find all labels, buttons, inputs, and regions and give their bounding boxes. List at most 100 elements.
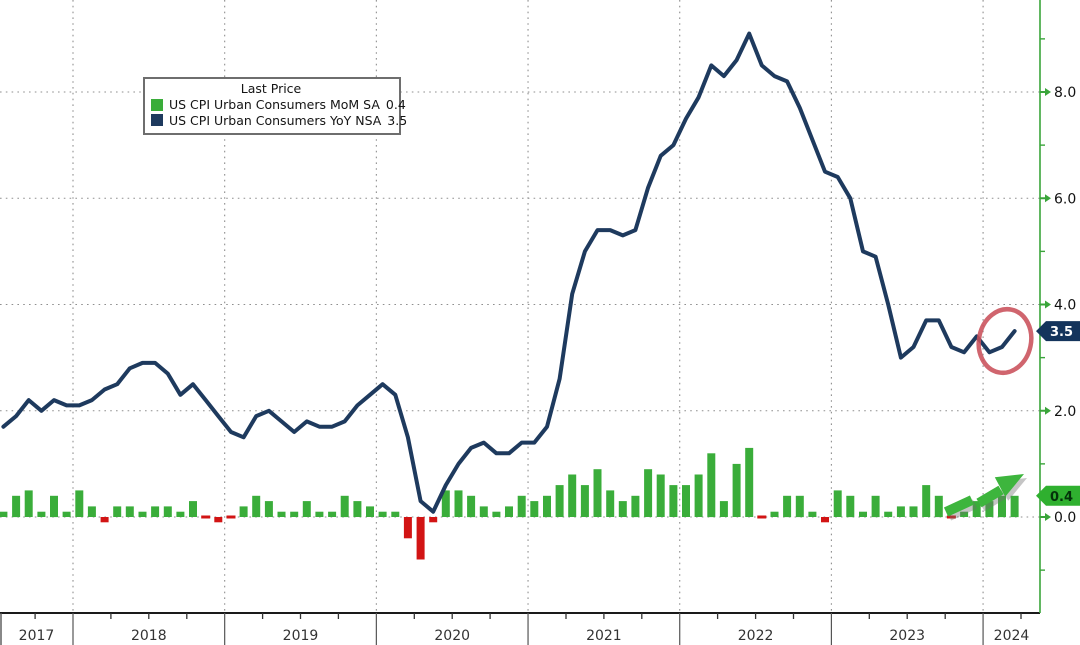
mom-bar — [530, 501, 539, 517]
mom-bar — [871, 495, 880, 518]
mom-zero-dash — [757, 515, 767, 519]
mom-bar — [960, 511, 969, 517]
mom-bar — [580, 485, 589, 517]
mom-bar — [151, 506, 160, 517]
mom-bar — [719, 501, 728, 517]
mom-bar — [12, 495, 21, 518]
y-axis-label: 4.0 — [1054, 298, 1076, 314]
mom-bar — [631, 495, 640, 518]
mom-bar — [391, 511, 400, 517]
y-axis-label: 6.0 — [1054, 191, 1076, 207]
mom-bar — [378, 511, 387, 517]
mom-bar — [479, 506, 488, 517]
last-price-badge-label: 0.4 — [1050, 490, 1073, 505]
y-tick-arrowhead — [1045, 194, 1051, 203]
mom-bar — [467, 495, 476, 518]
mom-bar — [62, 511, 71, 517]
legend-label-mom: US CPI Urban Consumers MoM SA — [169, 97, 380, 112]
mom-bar — [998, 495, 1006, 518]
last-price-badge — [1036, 321, 1080, 342]
mom-bar — [454, 490, 463, 517]
mom-bar — [125, 506, 134, 517]
mom-bar — [606, 490, 615, 517]
year-label: 2020 — [434, 628, 470, 644]
mom-bar — [0, 511, 8, 517]
mom-bar — [441, 490, 450, 517]
legend-swatch-mom — [151, 98, 163, 111]
y-tick-arrowhead — [1045, 513, 1051, 521]
mom-bar — [302, 501, 311, 517]
mom-bar — [682, 485, 690, 517]
trend-arrow-annotation — [943, 474, 1024, 517]
y-axis-label: 2.0 — [1054, 404, 1076, 420]
legend-item-mom: US CPI Urban Consumers MoM SA 0.4 — [151, 97, 406, 113]
mom-bar — [239, 506, 248, 517]
mom-bar — [290, 511, 299, 517]
mom-bar — [37, 511, 46, 517]
mom-bar — [1010, 495, 1019, 518]
mom-bar — [176, 511, 185, 517]
mom-bar — [264, 501, 273, 517]
mom-bar — [644, 469, 653, 517]
mom-zero-dash — [201, 515, 211, 519]
mom-bar — [403, 517, 412, 539]
legend-swatch-yoy — [151, 114, 163, 127]
mom-bar — [138, 511, 147, 517]
mom-bar — [24, 490, 33, 517]
y-tick-arrowhead — [1045, 300, 1051, 309]
year-label: 2022 — [738, 628, 774, 644]
mom-bar — [517, 495, 526, 518]
mom-bar — [707, 453, 716, 518]
legend-box: Last Price US CPI Urban Consumers MoM SA… — [143, 77, 407, 135]
yoy-line — [1, 31, 1017, 514]
y-axis-label: 0.0 — [1054, 510, 1076, 526]
mom-bar — [783, 495, 792, 518]
mom-bar — [429, 517, 438, 523]
mom-bar — [543, 495, 551, 518]
mom-bar — [340, 495, 349, 518]
mom-bar — [808, 511, 817, 517]
mom-bar — [972, 501, 981, 517]
year-label: 2018 — [131, 628, 167, 644]
legend-label-yoy: US CPI Urban Consumers YoY NSA — [169, 112, 382, 128]
y-tick-arrowhead — [1045, 406, 1051, 415]
mom-bar — [770, 511, 779, 517]
mom-bar — [315, 511, 324, 517]
mom-bar — [985, 501, 994, 517]
mom-bar — [656, 474, 665, 517]
mom-bar — [163, 506, 172, 517]
mom-bar — [795, 495, 804, 518]
year-label: 2019 — [283, 628, 319, 644]
year-label: 2023 — [889, 628, 925, 644]
mom-bar — [694, 474, 703, 517]
mom-zero-dash — [946, 515, 956, 519]
mom-bar — [593, 469, 602, 517]
y-tick-arrowhead — [1045, 88, 1051, 96]
mom-bar — [87, 506, 96, 517]
mom-bar — [252, 495, 261, 518]
mom-bar — [922, 485, 931, 517]
mom-bar — [618, 501, 627, 517]
legend-title: Last Price — [240, 81, 302, 96]
mom-bar — [113, 506, 122, 517]
mom-zero-dash — [226, 515, 236, 519]
mom-bar — [214, 517, 223, 523]
mom-bar — [328, 511, 337, 517]
year-label: 2017 — [19, 628, 55, 644]
mom-bar — [934, 495, 943, 518]
mom-bar — [669, 485, 678, 517]
mom-bar — [732, 463, 741, 517]
mom-bar — [492, 511, 501, 517]
mom-bar — [416, 517, 425, 560]
mom-bar — [884, 511, 893, 517]
year-label: 2021 — [586, 628, 622, 644]
mom-bar — [909, 506, 918, 517]
legend-item-yoy: US CPI Urban Consumers YoY NSA 3.5 — [151, 112, 407, 129]
mom-bar — [189, 501, 197, 517]
mom-bar — [896, 506, 905, 517]
mom-bar — [833, 490, 842, 517]
mom-bar — [821, 517, 829, 523]
legend-value-mom: 0.4 — [385, 97, 406, 112]
